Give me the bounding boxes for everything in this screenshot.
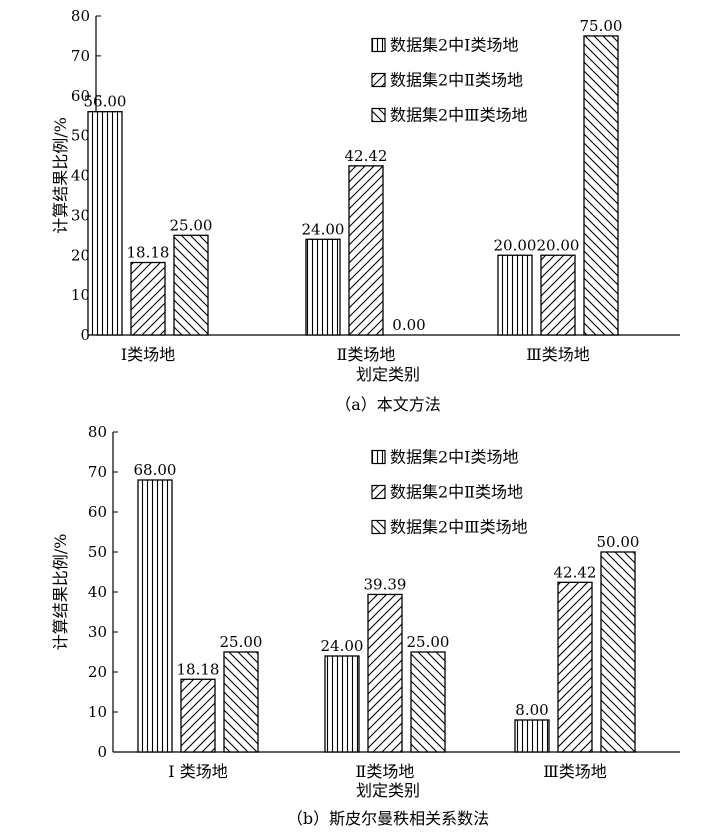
chart-caption: （a）本文方法: [335, 395, 441, 414]
bar-diag-back: [583, 35, 619, 336]
y-tick-label: 50: [71, 127, 90, 145]
x-axis-label: 划定类别: [356, 781, 420, 800]
y-tick-label: 30: [88, 623, 107, 641]
y-tick-label: 10: [88, 703, 107, 721]
data-label: 25.00: [220, 633, 263, 651]
x-category-label: Ⅱ类场地: [337, 345, 396, 364]
data-label: 56.00: [84, 93, 127, 111]
x-category-label: Ⅰ 类场地: [168, 762, 227, 781]
legend-label: 数据集2中Ⅱ类场地: [390, 71, 523, 90]
chart-caption: （b）斯皮尔曼秩相关系数法: [287, 809, 489, 828]
y-tick-label: 10: [71, 286, 90, 304]
x-axis-label: 划定类别: [356, 365, 420, 384]
data-label: 24.00: [302, 220, 345, 238]
y-tick-label: 80: [71, 7, 90, 25]
data-label: 24.00: [321, 637, 364, 655]
data-label: 50.00: [597, 533, 640, 551]
bar-diag-back: [600, 551, 636, 753]
x-category-label: Ⅲ类场地: [543, 762, 606, 781]
data-label: 20.00: [537, 236, 580, 254]
x-category-label: Ⅱ类场地: [356, 762, 415, 781]
y-tick-label: 70: [71, 47, 90, 65]
bar-diag-back: [223, 651, 259, 753]
bar-vertical: [137, 479, 173, 753]
legend-swatch-diag-back: [371, 107, 386, 123]
data-label: 18.18: [177, 660, 220, 678]
data-label: 75.00: [580, 17, 623, 35]
bar-diag-forward: [557, 581, 593, 753]
bar-vertical: [514, 719, 550, 753]
legend-swatch-vertical: [371, 37, 386, 53]
data-label: 25.00: [407, 633, 450, 651]
data-label: 20.00: [494, 236, 537, 254]
y-tick-label: 0: [80, 326, 90, 344]
y-tick-label: 50: [88, 543, 107, 561]
bar-diag-forward: [367, 593, 403, 753]
legend-label: 数据集2中Ⅲ类场地: [390, 518, 528, 537]
legend-swatch-diag-forward: [371, 72, 386, 88]
y-tick-label: 40: [71, 167, 90, 185]
bar-vertical: [87, 111, 123, 336]
y-tick-label: 0: [97, 743, 107, 761]
x-category-label: Ⅰ类场地: [121, 345, 175, 364]
bar-diag-forward: [348, 165, 384, 336]
bar-diag-forward: [130, 261, 166, 336]
bar-diag-back: [410, 651, 446, 753]
legend-label: 数据集2中Ⅰ类场地: [390, 448, 519, 467]
data-label: 25.00: [170, 216, 213, 234]
chart-panel-a: 0 10 20 30 40 50 60 70 80 计算结果比例/% Ⅰ类场地 Ⅱ类场地 Ⅲ类场地划定类…: [51, 7, 680, 414]
legend-label: 数据集2中Ⅱ类场地: [390, 483, 523, 502]
y-tick-label: 20: [88, 663, 107, 681]
legend-swatch-diag-forward: [371, 484, 386, 500]
y-tick-label: 70: [88, 463, 107, 481]
data-label: 0.00: [392, 316, 425, 334]
legend-label: 数据集2中Ⅲ类场地: [390, 106, 528, 125]
bar-vertical: [324, 655, 360, 753]
data-label: 68.00: [134, 461, 177, 479]
y-axis-label: 计算结果比例/%: [51, 534, 70, 651]
data-label: 8.00: [515, 701, 548, 719]
chart-panel-b: 0 10 20 30 40 50 60 70 80 计算结果比例/% Ⅰ 类场地 Ⅱ类场地 Ⅲ类场地划定…: [51, 423, 680, 828]
data-label: 42.42: [345, 147, 388, 165]
bar-vertical: [305, 238, 341, 336]
legend-label: 数据集2中Ⅰ类场地: [390, 36, 519, 55]
bar-diag-forward: [180, 678, 216, 753]
y-tick-label: 20: [71, 246, 90, 264]
data-label: 42.42: [554, 563, 597, 581]
y-tick-label: 40: [88, 583, 107, 601]
x-category-label: Ⅲ类场地: [526, 345, 589, 364]
y-tick-label: 60: [88, 503, 107, 521]
data-label: 39.39: [364, 575, 407, 593]
bar-vertical: [497, 254, 533, 336]
y-tick-label: 80: [88, 423, 107, 441]
bar-diag-back: [173, 234, 209, 336]
y-axis-label: 计算结果比例/%: [51, 117, 70, 234]
data-label: 18.18: [127, 244, 170, 262]
legend-swatch-diag-back: [371, 519, 386, 535]
y-tick-label: 30: [71, 206, 90, 224]
y-tick-label: 60: [71, 87, 90, 105]
legend-swatch-vertical: [371, 449, 386, 465]
bar-diag-forward: [540, 254, 576, 336]
